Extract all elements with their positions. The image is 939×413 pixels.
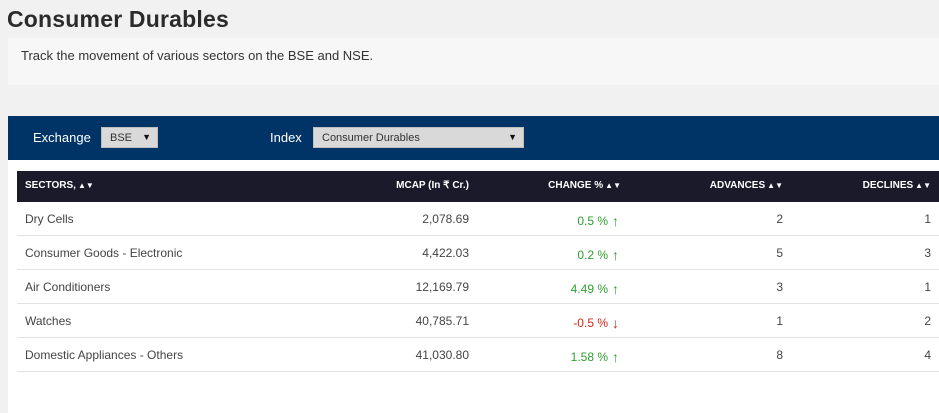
sort-icon: ▲▼ bbox=[77, 181, 94, 190]
sector-name[interactable]: Watches bbox=[25, 314, 72, 328]
sector-name[interactable]: Domestic Appliances - Others bbox=[25, 348, 184, 362]
arrow-up-icon: ↑ bbox=[612, 247, 619, 263]
advances-value: 8 bbox=[776, 348, 783, 362]
change-value: 0.5 % bbox=[577, 214, 608, 228]
mcap-value: 2,078.69 bbox=[422, 212, 469, 226]
arrow-up-icon: ↑ bbox=[612, 349, 619, 365]
table-row: Air Conditioners 12,169.79 4.49 % ↑ 3 1 bbox=[17, 270, 939, 304]
change-value: -0.5 % bbox=[573, 316, 608, 330]
sector-name[interactable]: Dry Cells bbox=[25, 212, 74, 226]
exchange-select-value: BSE bbox=[110, 132, 133, 144]
sort-icon: ▲▼ bbox=[767, 181, 783, 190]
sort-icon: ▲▼ bbox=[605, 181, 621, 190]
table-row: Dry Cells 2,078.69 0.5 % ↑ 2 1 bbox=[17, 202, 939, 236]
arrow-up-icon: ↑ bbox=[612, 281, 619, 297]
sort-icon: ▲▼ bbox=[915, 181, 931, 190]
table-row: Consumer Goods - Electronic 4,422.03 0.2… bbox=[17, 236, 939, 270]
change-value: 4.49 % bbox=[570, 282, 608, 296]
table-header: SECTORS, ▲▼ MCAP (In ₹ Cr.) CHANGE % ▲▼ AD… bbox=[17, 171, 939, 202]
page-description: Track the movement of various sectors on… bbox=[21, 48, 374, 63]
declines-header-label: DECLINES bbox=[862, 180, 914, 191]
change-value: 0.2 % bbox=[577, 248, 608, 262]
advances-value: 5 bbox=[776, 246, 783, 260]
sectors-header-label: SECTORS, bbox=[25, 180, 76, 191]
change-cell: 0.2 % ↑ bbox=[577, 246, 619, 263]
declines-value: 1 bbox=[924, 212, 931, 226]
mcap-value: 40,785.71 bbox=[415, 314, 469, 328]
exchange-select[interactable]: BSE ▼ bbox=[101, 127, 158, 148]
index-select-value: Consumer Durables bbox=[322, 132, 420, 144]
mcap-value: 41,030.80 bbox=[415, 348, 469, 362]
sector-table-panel: SECTORS, ▲▼ MCAP (In ₹ Cr.) CHANGE % ▲▼ AD… bbox=[8, 160, 939, 413]
arrow-down-icon: ↓ bbox=[612, 315, 619, 331]
advances-value: 3 bbox=[776, 280, 783, 294]
declines-value: 1 bbox=[924, 280, 931, 294]
sector-name[interactable]: Air Conditioners bbox=[25, 280, 111, 294]
declines-value: 3 bbox=[924, 246, 931, 260]
change-header[interactable]: CHANGE % ▲▼ bbox=[548, 180, 621, 191]
description-panel: Track the movement of various sectors on… bbox=[8, 38, 939, 85]
advances-header[interactable]: ADVANCES ▲▼ bbox=[710, 180, 783, 191]
advances-value: 1 bbox=[776, 314, 783, 328]
mcap-value: 12,169.79 bbox=[415, 280, 469, 294]
table-row: Watches 40,785.71 -0.5 % ↓ 1 2 bbox=[17, 304, 939, 338]
change-header-label: CHANGE % bbox=[548, 180, 604, 191]
declines-value: 2 bbox=[924, 314, 931, 328]
mcap-header: MCAP (In ₹ Cr.) bbox=[396, 180, 469, 191]
advances-value: 2 bbox=[776, 212, 783, 226]
mcap-value: 4,422.03 bbox=[422, 246, 469, 260]
page-title: Consumer Durables bbox=[7, 6, 229, 32]
change-cell: 0.5 % ↑ bbox=[577, 212, 619, 229]
declines-header[interactable]: DECLINES ▲▼ bbox=[863, 180, 931, 191]
dropdown-arrow-icon: ▼ bbox=[508, 132, 517, 142]
sectors-header[interactable]: SECTORS, ▲▼ bbox=[25, 180, 94, 191]
declines-value: 4 bbox=[924, 348, 931, 362]
change-cell: 1.58 % ↑ bbox=[570, 348, 619, 365]
arrow-up-icon: ↑ bbox=[612, 213, 619, 229]
index-select[interactable]: Consumer Durables ▼ bbox=[313, 127, 524, 148]
change-cell: -0.5 % ↓ bbox=[573, 314, 619, 331]
mcap-header-label: MCAP (In ₹ Cr.) bbox=[396, 180, 469, 191]
dropdown-arrow-icon: ▼ bbox=[142, 132, 151, 142]
filter-bar: Exchange BSE ▼ Index Consumer Durables ▼ bbox=[8, 116, 939, 160]
index-label: Index bbox=[270, 130, 302, 145]
exchange-label: Exchange bbox=[33, 130, 91, 145]
advances-header-label: ADVANCES bbox=[709, 180, 766, 191]
change-cell: 4.49 % ↑ bbox=[570, 280, 619, 297]
sector-name[interactable]: Consumer Goods - Electronic bbox=[25, 246, 183, 260]
change-value: 1.58 % bbox=[570, 350, 608, 364]
table-row: Domestic Appliances - Others 41,030.80 1… bbox=[17, 338, 939, 372]
